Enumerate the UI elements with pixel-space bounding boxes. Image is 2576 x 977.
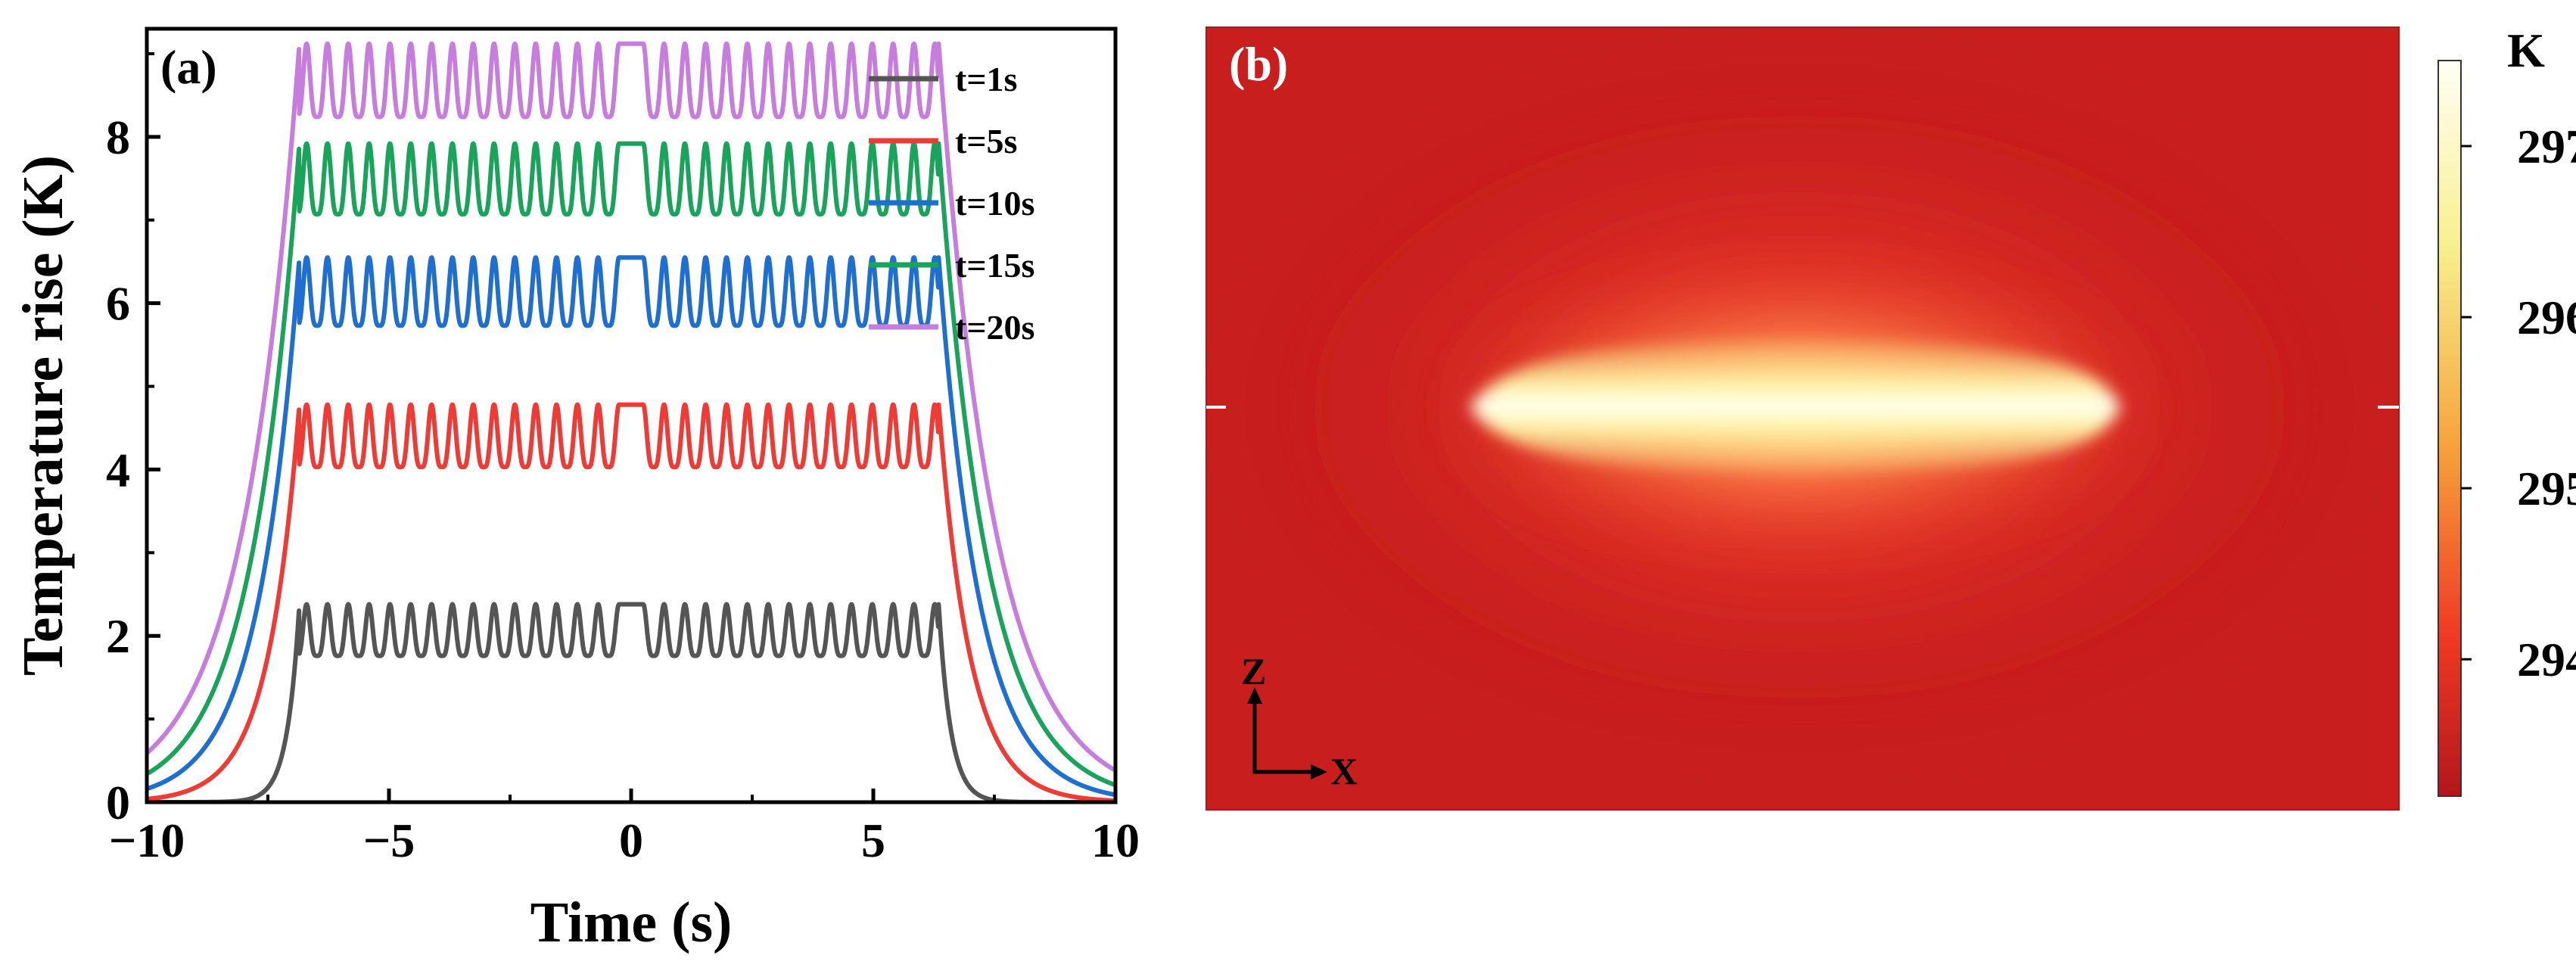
- colorbar-unit: K: [2507, 23, 2545, 77]
- x-tick-label: −10: [109, 814, 185, 867]
- y-tick-label: 6: [106, 277, 130, 331]
- panel-b-label: (b): [1229, 37, 1288, 91]
- heatmap-frame: [1206, 26, 2400, 811]
- series-line-t=1s: [147, 602, 1115, 802]
- colorbar-ticks: 294 295 296 297: [2461, 120, 2576, 686]
- y-tick-label: 4: [106, 443, 130, 496]
- panel-a-label: (a): [160, 40, 217, 94]
- colorbar-tick-label: 294: [2517, 633, 2576, 686]
- panel-b: (b) Z X K 294 295 296 297: [1206, 23, 2576, 811]
- x-tick-label: 10: [1091, 814, 1140, 867]
- x-tick-label: 5: [861, 814, 885, 867]
- colorbar-ramp: [2438, 60, 2462, 797]
- legend-label: t=20s: [955, 308, 1034, 347]
- heatmap: [1206, 27, 2399, 810]
- colorbar-tick-label: 297: [2517, 120, 2576, 173]
- y-axis-ticks: 0 2 4 6 8: [106, 51, 160, 829]
- panel-a: −10 −5 0 5 10 0 2 4 6 8 (a) Time (s) Temperature…: [11, 26, 1140, 954]
- x-tick-label: 0: [619, 814, 643, 867]
- x-axis-ticks: −10 −5 0 5 10: [109, 789, 1140, 867]
- y-axis-label: Temperature rise (K): [11, 155, 75, 676]
- x-tick-label: −5: [363, 814, 415, 867]
- x-arrow-head-icon: [1311, 764, 1327, 779]
- series-line-t=10s: [147, 255, 1115, 798]
- legend-label: t=5s: [955, 122, 1017, 160]
- legend-label: t=15s: [955, 246, 1034, 285]
- series-lines: [147, 41, 1115, 802]
- z-arrow-head-icon: [1247, 687, 1262, 704]
- legend-label: t=1s: [955, 60, 1017, 98]
- z-axis-letter: Z: [1241, 650, 1266, 692]
- colorbar: K 294 295 296 297: [2438, 23, 2576, 797]
- axis-indicator: Z X: [1241, 650, 1358, 792]
- x-axis-label: Time (s): [530, 891, 733, 954]
- y-tick-label: 8: [106, 110, 130, 164]
- x-axis-letter: X: [1330, 750, 1358, 792]
- legend: t=1s t=5s t=10s t=15s t=20s: [869, 60, 1034, 347]
- series-line-t=15s: [147, 141, 1115, 788]
- y-tick-label: 2: [106, 609, 130, 663]
- y-tick-label: 0: [106, 776, 130, 829]
- series-line-t=5s: [147, 402, 1115, 802]
- colorbar-tick-label: 295: [2517, 462, 2576, 515]
- colorbar-tick-label: 296: [2517, 291, 2576, 344]
- series-line-t=20s: [147, 41, 1115, 773]
- legend-label: t=10s: [955, 184, 1034, 222]
